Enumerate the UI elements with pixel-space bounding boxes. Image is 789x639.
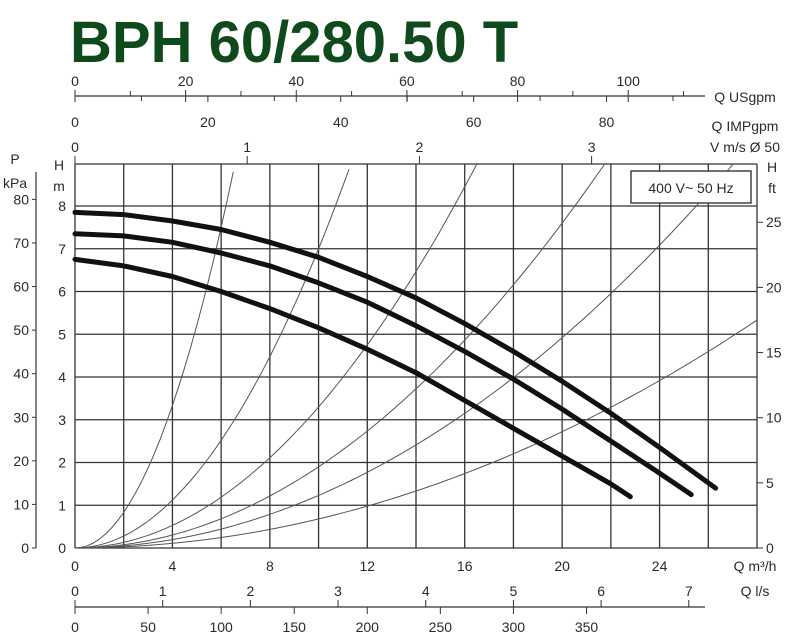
tick-label: 80 [13,191,29,207]
head-ft-unit: ft [768,180,776,196]
tick-label: 10 [766,410,782,426]
tick-label: 30 [13,409,29,425]
tick-label: 0 [58,540,66,556]
tick-label: 80 [510,73,526,89]
tick-label: 7 [685,583,693,599]
tick-label: 1 [243,139,251,155]
tick-label: 40 [333,114,349,130]
pump-curve [72,209,719,491]
tick-label: 20 [554,558,570,574]
tick-label: 6 [597,583,605,599]
tick-label: 7 [58,241,66,257]
tick-label: 2 [416,139,424,155]
pump-curve [72,256,633,500]
tick-label: 40 [13,366,29,382]
tick-label: 20 [200,114,216,130]
tick-label: 1 [159,583,167,599]
tick-label: 0 [766,540,774,556]
tick-label: 6 [58,284,66,300]
tick-label: 0 [71,139,79,155]
velocity-label: V m/s Ø 50 [710,139,780,155]
tick-label: 60 [13,279,29,295]
tick-label: 10 [13,496,29,512]
tick-label: 3 [588,139,596,155]
flow-ls-label: Q l/s [741,583,770,599]
head-ft-label: H [767,159,777,175]
tick-label: 40 [288,73,304,89]
pressure-label: P [10,151,19,167]
tick-label: 24 [652,558,668,574]
tick-label: 150 [283,619,307,635]
tick-label: 60 [466,114,482,130]
tick-label: 60 [399,73,415,89]
system-curve [75,164,733,549]
tick-label: 20 [178,73,194,89]
tick-label: 15 [766,345,782,361]
tick-label: 5 [766,475,774,491]
pump-curve [72,231,694,498]
tick-label: 20 [13,453,29,469]
tick-label: 4 [169,558,177,574]
system-curve [74,163,478,549]
tick-label: 250 [429,619,453,635]
tick-label: 0 [21,540,29,556]
tick-label: 8 [266,558,274,574]
tick-label: 80 [599,114,615,130]
tick-label: 0 [71,619,79,635]
tick-label: 50 [140,619,156,635]
tick-label: 16 [457,558,473,574]
tick-label: 8 [58,198,66,214]
tick-label: 3 [58,412,66,428]
tick-label: 5 [58,326,66,342]
tick-label: 20 [766,279,782,295]
tick-label: 3 [334,583,342,599]
head-m-label: H [54,157,64,173]
tick-label: 70 [13,235,29,251]
system-curve [74,163,606,549]
tick-label: 200 [356,619,380,635]
tick-label: 5 [510,583,518,599]
tick-label: 4 [422,583,430,599]
legend-text: 400 V~ 50 Hz [648,180,733,196]
system-curve [74,169,350,549]
tick-label: 2 [246,583,254,599]
tick-label: 1 [58,497,66,513]
tick-label: 25 [766,214,782,230]
legend-box [630,170,752,204]
tick-label: 0 [71,558,79,574]
tick-label: 100 [617,73,641,89]
tick-label: 350 [575,619,599,635]
pressure-unit: kPa [3,175,27,191]
tick-label: 0 [71,114,79,130]
system-curve [75,319,758,549]
chart-title: BPH 60/280.50 T [70,10,519,75]
tick-label: 300 [502,619,526,635]
head-m-unit: m [53,178,65,194]
tick-label: 4 [58,369,66,385]
tick-label: 50 [13,322,29,338]
tick-label: 12 [359,558,375,574]
tick-label: 100 [209,619,233,635]
impgpm-label: Q IMPgpm [712,118,779,134]
tick-label: 0 [71,583,79,599]
flow-m3h-label: Q m³/h [734,558,777,574]
tick-label: 0 [71,73,79,89]
tick-label: 2 [58,455,66,471]
usgpm-label: Q USgpm [714,89,775,105]
